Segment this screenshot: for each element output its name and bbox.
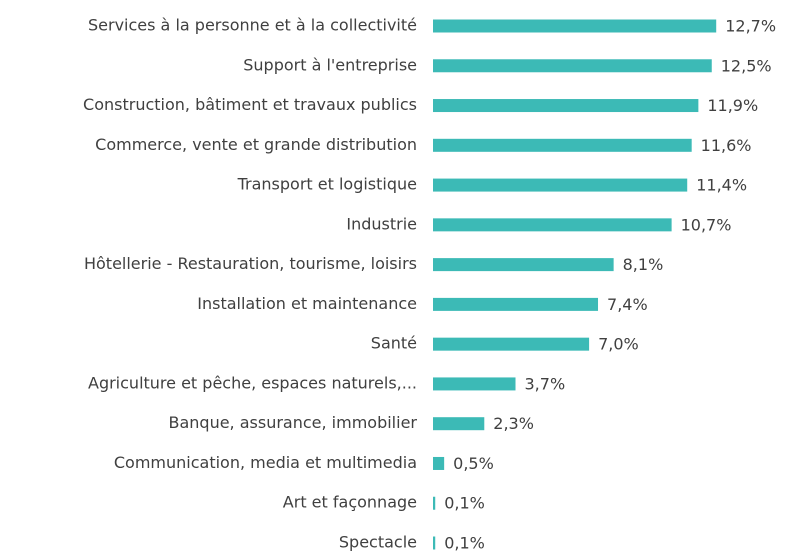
- category-label: Banque, assurance, immobilier: [168, 413, 417, 432]
- category-label: Industrie: [346, 214, 417, 233]
- category-label: Santé: [371, 334, 417, 353]
- bar: [433, 377, 516, 391]
- value-label: 7,0%: [598, 335, 639, 354]
- value-label: 11,4%: [696, 176, 747, 195]
- value-label: 7,4%: [607, 295, 648, 314]
- bar: [433, 496, 436, 510]
- value-label: 0,1%: [444, 494, 485, 513]
- category-label: Communication, media et multimedia: [114, 453, 417, 472]
- bar: [433, 59, 712, 73]
- category-label: Construction, bâtiment et travaux public…: [83, 95, 417, 114]
- category-label: Installation et maintenance: [197, 294, 417, 313]
- category-label: Transport et logistique: [237, 175, 417, 194]
- value-label: 8,1%: [623, 255, 664, 274]
- bar: [433, 456, 445, 470]
- bar: [433, 258, 614, 272]
- bar: [433, 337, 590, 351]
- category-label: Support à l'entreprise: [243, 55, 417, 74]
- value-label: 11,9%: [707, 96, 758, 115]
- bar: [433, 536, 436, 550]
- bar: [433, 138, 692, 152]
- category-label: Hôtellerie - Restauration, tourisme, loi…: [84, 254, 417, 273]
- bar: [433, 297, 599, 311]
- category-label: Art et façonnage: [283, 493, 417, 512]
- category-label: Commerce, vente et grande distribution: [95, 135, 417, 154]
- bar: [433, 99, 699, 113]
- value-label: 11,6%: [701, 136, 752, 155]
- value-label: 0,1%: [444, 534, 485, 551]
- value-label: 3,7%: [525, 374, 566, 393]
- value-label: 12,5%: [721, 56, 772, 75]
- bar: [433, 218, 672, 232]
- bar: [433, 417, 485, 431]
- category-label: Spectacle: [339, 533, 417, 551]
- value-label: 0,5%: [453, 454, 494, 473]
- bar: [433, 178, 688, 192]
- value-label: 10,7%: [681, 215, 732, 234]
- category-label: Agriculture et pêche, espaces naturels,.…: [88, 373, 417, 392]
- value-label: 12,7%: [725, 17, 776, 36]
- bar: [433, 19, 717, 33]
- value-label: 2,3%: [493, 414, 534, 433]
- category-label: Services à la personne et à la collectiv…: [88, 16, 417, 35]
